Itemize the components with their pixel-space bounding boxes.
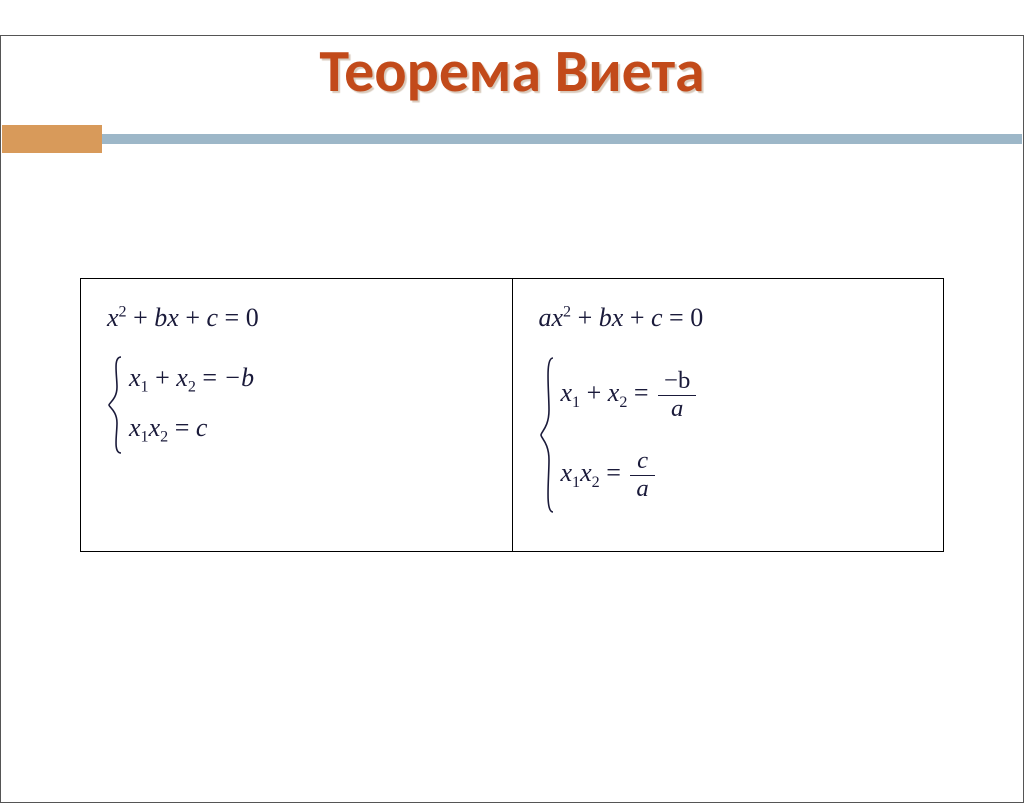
var-x1: x: [129, 363, 141, 392]
eq-sum-roots: x1 + x2 = −b: [129, 363, 254, 397]
fraction-neg-b-over-a: −b a: [658, 368, 696, 422]
curly-brace-icon: [107, 355, 125, 455]
exp-2: 2: [119, 303, 127, 320]
op-plus: +: [623, 303, 651, 332]
coef-c: c: [651, 303, 663, 332]
op-eq: =: [196, 363, 224, 392]
op-eq: =: [627, 378, 655, 407]
var-x1: x: [561, 458, 573, 487]
fraction-c-over-a: c a: [630, 448, 654, 502]
var-x: x: [167, 303, 179, 332]
sub-1: 1: [141, 429, 149, 446]
rhs-c: c: [196, 413, 208, 442]
eq-prod-roots: x1x2 = c: [129, 413, 254, 447]
eq-sum-roots: x1 + x2 = −b a: [561, 368, 700, 422]
var-x1: x: [561, 378, 573, 407]
coef-a: a: [539, 303, 552, 332]
op-eq: =: [600, 458, 628, 487]
var-x2: x: [176, 363, 188, 392]
cell-monic: x2 + bx + c = 0 x1 + x2 = −b x1x2 = c: [80, 278, 513, 552]
var-x2: x: [608, 378, 620, 407]
var-x: x: [107, 303, 119, 332]
sub-2: 2: [188, 379, 196, 396]
system-monic: x1 + x2 = −b x1x2 = c: [107, 355, 494, 455]
denominator: a: [665, 396, 689, 423]
var-x: x: [612, 303, 624, 332]
op-eq: =: [663, 303, 691, 332]
coef-b: b: [154, 303, 167, 332]
sub-1: 1: [572, 394, 580, 411]
numerator: −b: [664, 367, 690, 394]
op-plus: +: [149, 363, 177, 392]
denominator: a: [630, 476, 654, 503]
eq-monic-quadratic: x2 + bx + c = 0: [107, 303, 494, 333]
formula-table: x2 + bx + c = 0 x1 + x2 = −b x1x2 = c ax…: [80, 278, 944, 552]
system-lines: x1 + x2 = −b a x1x2 = c a: [561, 355, 700, 515]
eq-prod-roots: x1x2 = c a: [561, 448, 700, 502]
var-x: x: [552, 303, 564, 332]
sub-1: 1: [572, 474, 580, 491]
curly-brace-icon: [539, 355, 557, 515]
sub-2: 2: [592, 474, 600, 491]
num-zero: 0: [690, 303, 703, 332]
op-eq: =: [168, 413, 196, 442]
var-x2: x: [580, 458, 592, 487]
sub-1: 1: [141, 379, 149, 396]
var-x2: x: [149, 413, 161, 442]
rhs-neg-b: −b: [224, 363, 255, 392]
cell-general: ax2 + bx + c = 0 x1 + x2 = −b a: [513, 278, 945, 552]
coef-b: b: [599, 303, 612, 332]
coef-c: c: [207, 303, 219, 332]
op-eq: =: [218, 303, 246, 332]
system-general: x1 + x2 = −b a x1x2 = c a: [539, 355, 926, 515]
eq-general-quadratic: ax2 + bx + c = 0: [539, 303, 926, 333]
system-lines: x1 + x2 = −b x1x2 = c: [129, 355, 254, 455]
op-plus: +: [571, 303, 599, 332]
op-plus: +: [179, 303, 207, 332]
num-zero: 0: [246, 303, 259, 332]
sub-2: 2: [160, 429, 168, 446]
exp-2: 2: [563, 303, 571, 320]
numerator: c: [631, 448, 654, 475]
var-x1: x: [129, 413, 141, 442]
op-plus: +: [580, 378, 608, 407]
op-plus: +: [127, 303, 155, 332]
